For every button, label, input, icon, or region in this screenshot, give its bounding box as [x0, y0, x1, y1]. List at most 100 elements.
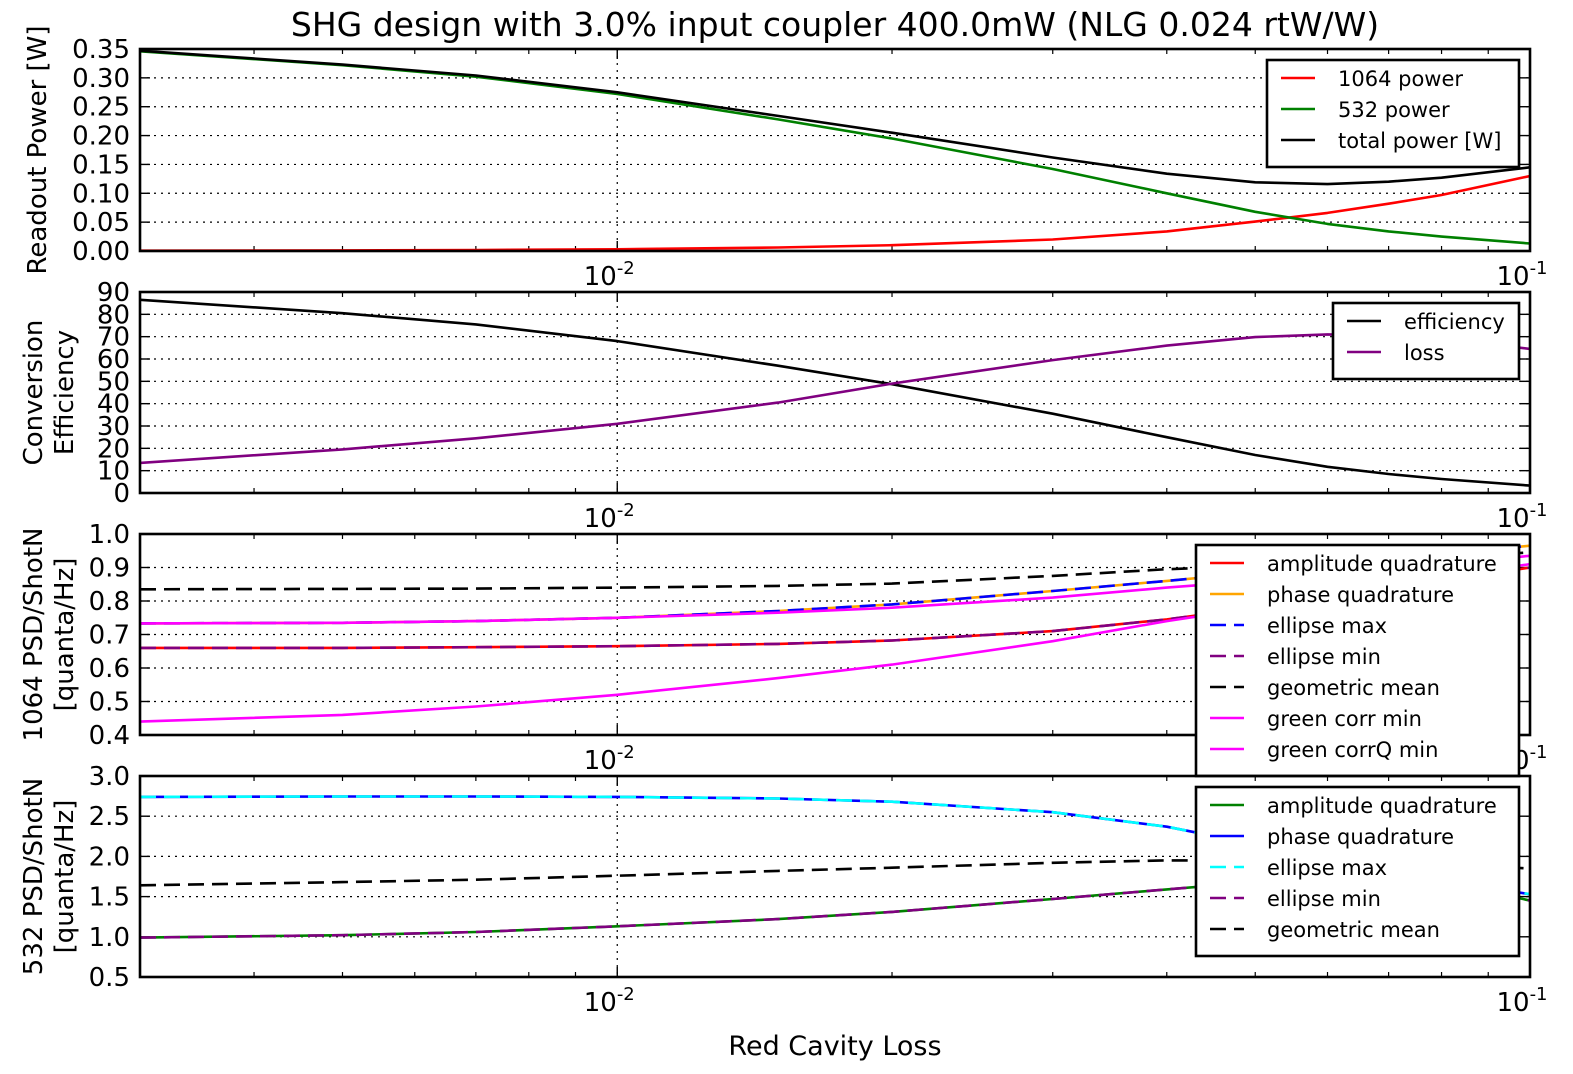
y-tick-label: 0.5	[89, 963, 130, 993]
y-tick-label: 0.25	[72, 93, 130, 123]
legend-label: ellipse min	[1267, 887, 1381, 911]
y-axis-label-line: Readout Power [W]	[23, 25, 53, 274]
x-tick-label: 10-1	[1496, 500, 1547, 534]
legend-label: geometric mean	[1267, 918, 1440, 942]
y-tick-label: 0.6	[89, 654, 130, 684]
chart-panel-1: 10-2 10-1 0.000.050.100.150.200.250.300.35…	[23, 25, 1548, 292]
x-tick-label: 10-1	[1496, 258, 1547, 292]
y-tick-label: 0.35	[72, 35, 130, 65]
ticks: 10-2 10-1 0.5 1.0 1.5 2.0 2.5 3.0	[89, 762, 1548, 1018]
legend-label: total power [W]	[1338, 129, 1501, 153]
series-lines	[140, 298, 1530, 487]
series-line	[140, 49, 1530, 186]
figure-title: SHG design with 3.0% input coupler 400.0…	[291, 5, 1379, 44]
plot-frame	[138, 47, 1532, 253]
grid	[140, 776, 1530, 977]
y-tick-label: 1.5	[89, 883, 130, 913]
x-tick-exponent: -2	[617, 258, 635, 279]
y-axis-label-line: [quanta/Hz]	[50, 800, 80, 954]
y-tick-label: 1.0	[89, 520, 130, 550]
legend-label: amplitude quadrature	[1267, 552, 1497, 576]
legend-label: ellipse max	[1267, 614, 1387, 638]
y-tick-label: 70	[97, 323, 130, 353]
y-axis-label-line: Conversion	[19, 320, 49, 466]
legend-box	[1331, 301, 1521, 381]
legend-label: geometric mean	[1267, 676, 1440, 700]
legend: amplitude quadrature phase quadrature elli…	[1194, 543, 1521, 778]
panels: 10-2 10-10.000.050.100.150.200.250.300.35…	[19, 25, 1548, 1018]
y-axis-label: 1064 PSD/ShotN [quanta/Hz]	[19, 528, 80, 742]
y-tick-label: 40	[97, 390, 130, 420]
x-tick-exponent: -1	[1530, 258, 1548, 279]
y-tick-label: 10	[97, 457, 130, 487]
y-axis-label: 532 PSD/ShotN [quanta/Hz]	[19, 778, 80, 975]
legend: amplitude quadrature phase quadrature elli…	[1194, 785, 1521, 958]
legend-label: 532 power	[1338, 98, 1450, 122]
x-tick-label: 10-1	[1496, 984, 1547, 1018]
y-tick-label: 0.4	[89, 721, 130, 751]
legend-label: phase quadrature	[1267, 825, 1454, 849]
y-tick-label: 2.0	[89, 842, 130, 872]
ticks: 10-2 10-1 0.000.050.100.150.200.250.300.35	[72, 35, 1547, 292]
y-axis-label-line: 532 PSD/ShotN	[19, 778, 49, 975]
x-tick-exponent: -1	[1530, 742, 1548, 763]
x-tick-exponent: -1	[1530, 984, 1548, 1005]
y-tick-label: 0.9	[89, 554, 130, 584]
series-line	[140, 298, 1530, 487]
y-tick-label: 1.0	[89, 923, 130, 953]
legend-label: ellipse max	[1267, 856, 1387, 880]
grid	[140, 49, 1530, 251]
plot-frame	[138, 774, 1532, 979]
legend-label: green corr min	[1267, 707, 1422, 731]
legend-box	[1194, 543, 1521, 778]
y-axis-label-line: [quanta/Hz]	[50, 558, 80, 712]
legend: 1064 power 532 power total power [W]	[1265, 58, 1521, 169]
x-axis-label: Red Cavity Loss	[728, 1031, 941, 1062]
x-tick-exponent: -2	[617, 984, 635, 1005]
legend-label: efficiency	[1404, 310, 1505, 334]
y-tick-label: 0.7	[89, 621, 130, 651]
y-axis-label-line: 1064 PSD/ShotN	[19, 528, 49, 742]
series-line	[140, 333, 1530, 465]
y-tick-label: 0.00	[72, 237, 130, 267]
legend-label: green corrQ min	[1267, 738, 1438, 762]
grid	[140, 292, 1530, 493]
legend-label: loss	[1404, 341, 1445, 365]
x-tick-exponent: -1	[1530, 500, 1548, 521]
x-tick-label: 10-2	[584, 984, 635, 1018]
y-tick-label: 90	[97, 278, 130, 308]
y-axis-label: Conversion Efficiency	[19, 320, 80, 466]
legend-label: amplitude quadrature	[1267, 794, 1497, 818]
y-tick-label: 80	[97, 300, 130, 330]
plot-frame	[138, 532, 1532, 737]
y-tick-label: 30	[97, 412, 130, 442]
x-tick-exponent: -2	[617, 742, 635, 763]
x-tick-label: 10-2	[584, 258, 635, 292]
legend-label: phase quadrature	[1267, 583, 1454, 607]
y-tick-label: 0	[113, 479, 130, 509]
y-tick-label: 3.0	[89, 762, 130, 792]
legend-label: 1064 power	[1338, 67, 1463, 91]
y-tick-label: 0.8	[89, 587, 130, 617]
x-tick-label: 10-2	[584, 742, 635, 776]
x-tick-exponent: -2	[617, 500, 635, 521]
plot-frame	[138, 290, 1532, 495]
y-axis-label-line: Efficiency	[50, 330, 80, 455]
y-tick-label: 20	[97, 434, 130, 464]
y-tick-label: 0.05	[72, 208, 130, 238]
legend-box	[1194, 785, 1521, 958]
y-tick-label: 0.5	[89, 688, 130, 718]
legend: efficiency loss	[1331, 301, 1521, 381]
y-tick-label: 2.5	[89, 802, 130, 832]
y-tick-label: 0.10	[72, 179, 130, 209]
y-axis-label: Readout Power [W]	[23, 25, 53, 274]
y-tick-label: 60	[97, 345, 130, 375]
series-line	[140, 174, 1530, 251]
y-tick-label: 50	[97, 367, 130, 397]
x-tick-label: 10-2	[584, 500, 635, 534]
y-tick-label: 0.30	[72, 64, 130, 94]
